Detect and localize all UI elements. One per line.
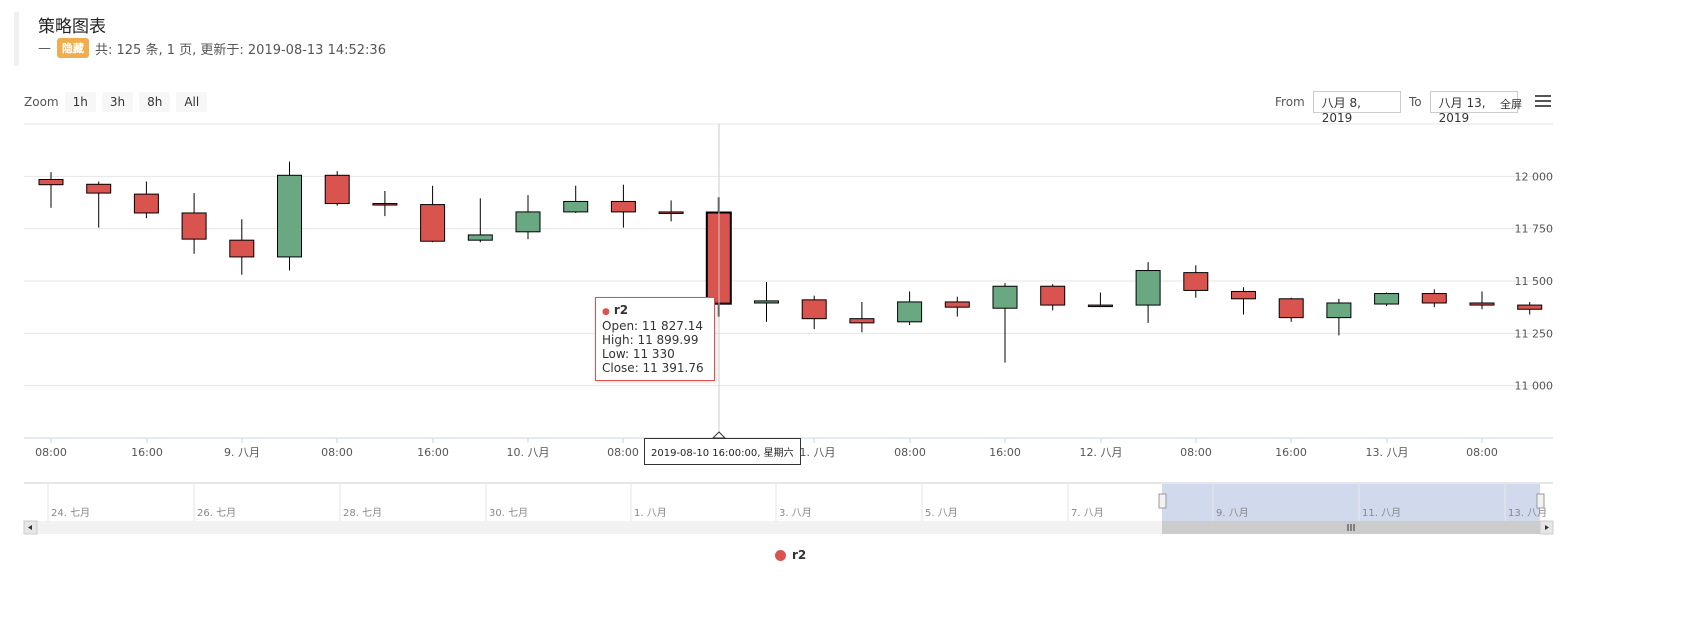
record-summary: 共: 125 条, 1 页, 更新于: 2019-08-13 14:52:36 xyxy=(95,42,386,58)
x-tick-label: 12. 八月 xyxy=(1080,446,1123,459)
header-dash: — xyxy=(38,40,51,56)
navigator-selection xyxy=(1162,484,1540,521)
candle-body xyxy=(372,203,398,206)
candle-body xyxy=(610,200,636,213)
candle-body xyxy=(181,212,207,240)
navigator-label: 30. 七月 xyxy=(489,507,528,519)
candle-body xyxy=(1517,304,1543,310)
legend-dot xyxy=(775,549,786,561)
x-tick-label: 08:00 xyxy=(894,446,926,459)
scroll-right-arrow-icon xyxy=(1545,525,1549,530)
candle-body xyxy=(38,178,64,186)
x-tick-label: 11. 八月 xyxy=(793,446,836,459)
navigator-label: 9. 八月 xyxy=(1216,507,1249,519)
from-label: From xyxy=(1275,95,1305,109)
x-tick-label: 08:00 xyxy=(1466,446,1498,459)
navigator-handle-right[interactable] xyxy=(1536,493,1545,509)
x-tick-label: 16:00 xyxy=(417,446,449,459)
range-from: From 八月 8, 2019 xyxy=(1275,91,1401,125)
navigator-label: 3. 八月 xyxy=(779,507,812,519)
x-tick-label: 08:00 xyxy=(607,446,639,459)
navigator-label: 24. 七月 xyxy=(51,507,90,519)
candle-body xyxy=(1040,285,1066,306)
x-tick-label: 16:00 xyxy=(131,446,163,459)
candle-body xyxy=(467,234,493,241)
zoom-all-button[interactable]: All xyxy=(176,92,208,112)
candle-body xyxy=(1421,293,1447,304)
x-tick-label: 16:00 xyxy=(989,446,1021,459)
page-title: 策略图表 xyxy=(38,17,106,37)
header-summary-line: — 隐藏 共: 125 条, 1 页, 更新于: 2019-08-13 14:5… xyxy=(38,38,386,58)
hide-badge-button[interactable]: 隐藏 xyxy=(57,38,89,58)
fullscreen-button[interactable]: 全屏 xyxy=(1500,98,1522,111)
candle-body xyxy=(1326,302,1352,319)
y-tick-label: 11 750 xyxy=(1515,223,1554,236)
candle-body xyxy=(1469,302,1495,306)
x-tick-label: 10. 八月 xyxy=(507,446,550,459)
candle-body xyxy=(277,174,302,258)
candle-body xyxy=(1135,270,1161,306)
candle-tooltip: ● r2 Open: 11 827.14 High: 11 899.99 Low:… xyxy=(595,297,715,381)
tooltip-low: Low: 11 330 xyxy=(602,347,675,361)
to-label: To xyxy=(1409,95,1422,109)
zoom-3h-button[interactable]: 3h xyxy=(101,92,134,112)
navigator-label: 26. 七月 xyxy=(197,507,236,519)
candle-body xyxy=(324,174,350,205)
x-tick-label: 13. 八月 xyxy=(1366,446,1409,459)
candle-body xyxy=(944,301,970,308)
y-tick-label: 11 500 xyxy=(1515,275,1554,288)
candle-body xyxy=(86,183,112,194)
candle-body xyxy=(1278,298,1304,319)
x-tick-label: 08:00 xyxy=(321,446,353,459)
zoom-8h-button[interactable]: 8h xyxy=(139,92,171,112)
tooltip-series-dot: ● xyxy=(602,307,610,317)
x-axis-crosshair-label: 2019-08-10 16:00:00, 星期六 xyxy=(644,438,801,465)
y-tick-label: 11 000 xyxy=(1515,380,1554,393)
candle-body xyxy=(754,300,779,304)
x-tick-label: 9. 八月 xyxy=(224,446,260,459)
navigator-label: 5. 八月 xyxy=(925,507,958,519)
zoom-1h-button[interactable]: 1h xyxy=(64,92,96,112)
legend-label: r2 xyxy=(792,548,807,562)
tooltip-series-name: r2 xyxy=(613,303,629,317)
zoom-controls: Zoom 1h 3h 8h All xyxy=(24,92,208,112)
navigator-label: 1. 八月 xyxy=(634,507,667,519)
candle-body xyxy=(849,318,875,324)
candle-body xyxy=(992,285,1018,309)
range-to: To 八月 13, 2019 xyxy=(1409,91,1518,125)
zoom-label: Zoom xyxy=(24,95,59,109)
y-tick-label: 12 000 xyxy=(1515,170,1554,183)
tooltip-close: Close: 11 391.76 xyxy=(602,361,704,375)
candle-body xyxy=(1183,272,1209,291)
navigator-label: 13. 八月 xyxy=(1508,507,1547,519)
header-accent-bar xyxy=(14,12,19,66)
scroll-left-arrow-icon xyxy=(28,525,32,530)
x-tick-label: 16:00 xyxy=(1275,446,1307,459)
navigator-handle-left[interactable] xyxy=(1158,493,1167,509)
candle-body xyxy=(229,239,255,258)
candle-body xyxy=(515,211,541,233)
hamburger-menu-icon[interactable] xyxy=(1535,95,1551,109)
candle-body xyxy=(133,193,159,214)
navigator-label: 28. 七月 xyxy=(343,507,382,519)
candle-body xyxy=(420,204,446,242)
x-tick-label: 08:00 xyxy=(1180,446,1212,459)
candle-body xyxy=(1374,293,1400,305)
navigator-label: 11. 八月 xyxy=(1362,507,1401,519)
candle-body xyxy=(897,301,923,323)
tooltip-high: High: 11 899.99 xyxy=(602,333,699,347)
candle-body xyxy=(658,211,684,214)
legend-item-r2[interactable]: r2 xyxy=(775,548,806,562)
candle-body xyxy=(1087,304,1113,308)
from-date-input[interactable]: 八月 8, 2019 xyxy=(1312,91,1401,125)
to-date-input[interactable]: 八月 13, 2019 xyxy=(1429,91,1518,125)
tooltip-open: Open: 11 827.14 xyxy=(602,319,703,333)
candle-body xyxy=(1231,290,1256,300)
navigator-label: 7. 八月 xyxy=(1071,507,1104,519)
x-tick-label: 08:00 xyxy=(35,446,67,459)
candle-body xyxy=(563,200,589,213)
y-tick-label: 11 250 xyxy=(1515,327,1554,340)
candle-body xyxy=(801,299,827,320)
